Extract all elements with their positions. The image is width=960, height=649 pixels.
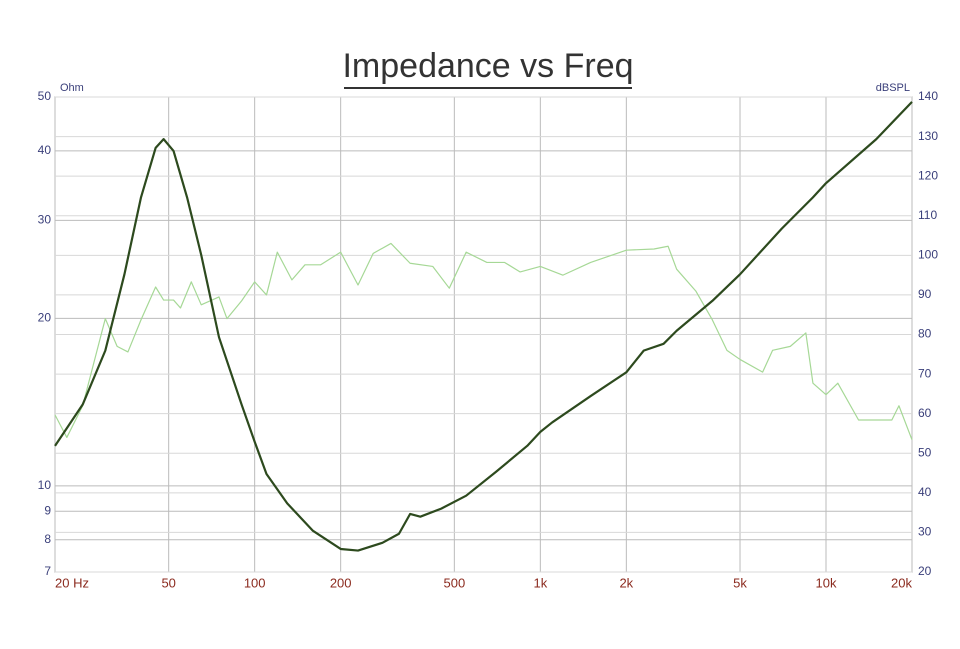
chart-title: Impedance vs Freq — [342, 47, 633, 85]
x-tick-label: 2k — [619, 575, 633, 590]
x-tick-label: 500 — [443, 575, 465, 590]
y-tick-label: 10 — [38, 478, 52, 492]
x-tick-label: 200 — [330, 575, 352, 590]
y-tick-label: 40 — [38, 143, 52, 157]
y2-tick-label: 70 — [918, 366, 932, 380]
y2-tick-label: 50 — [918, 445, 932, 459]
y2-tick-label: 20 — [918, 564, 932, 578]
y-tick-label: 30 — [38, 213, 52, 227]
x-tick-label: 20k — [891, 575, 912, 590]
x-tick-label: 100 — [244, 575, 266, 590]
y2-axis-label: dBSPL — [876, 82, 910, 94]
y2-tick-label: 90 — [918, 287, 932, 301]
y2-tick-label: 110 — [918, 208, 937, 222]
y2-tick-label: 120 — [918, 168, 938, 182]
y-tick-label: 9 — [44, 503, 51, 517]
y-tick-label: 50 — [38, 89, 52, 103]
y-tick-label: 7 — [44, 564, 51, 578]
series-line — [54, 101, 913, 552]
series-line — [54, 242, 913, 441]
y2-tick-label: 140 — [918, 89, 938, 103]
y2-tick-label: 100 — [918, 248, 938, 262]
x-tick-label: 20 Hz — [55, 575, 89, 590]
y-tick-label: 20 — [38, 311, 52, 325]
x-tick-label: 5k — [733, 575, 747, 590]
y-tick-label: 8 — [44, 532, 51, 546]
x-tick-label: 10k — [816, 575, 837, 590]
y2-tick-label: 30 — [918, 525, 932, 539]
y-axis-label: Ohm — [60, 82, 84, 94]
y2-tick-label: 130 — [918, 129, 938, 143]
x-tick-label: 50 — [161, 575, 175, 590]
y2-tick-label: 60 — [918, 406, 932, 420]
y2-tick-label: 80 — [918, 327, 932, 341]
y2-tick-label: 40 — [918, 485, 932, 499]
x-tick-label: 1k — [533, 575, 547, 590]
